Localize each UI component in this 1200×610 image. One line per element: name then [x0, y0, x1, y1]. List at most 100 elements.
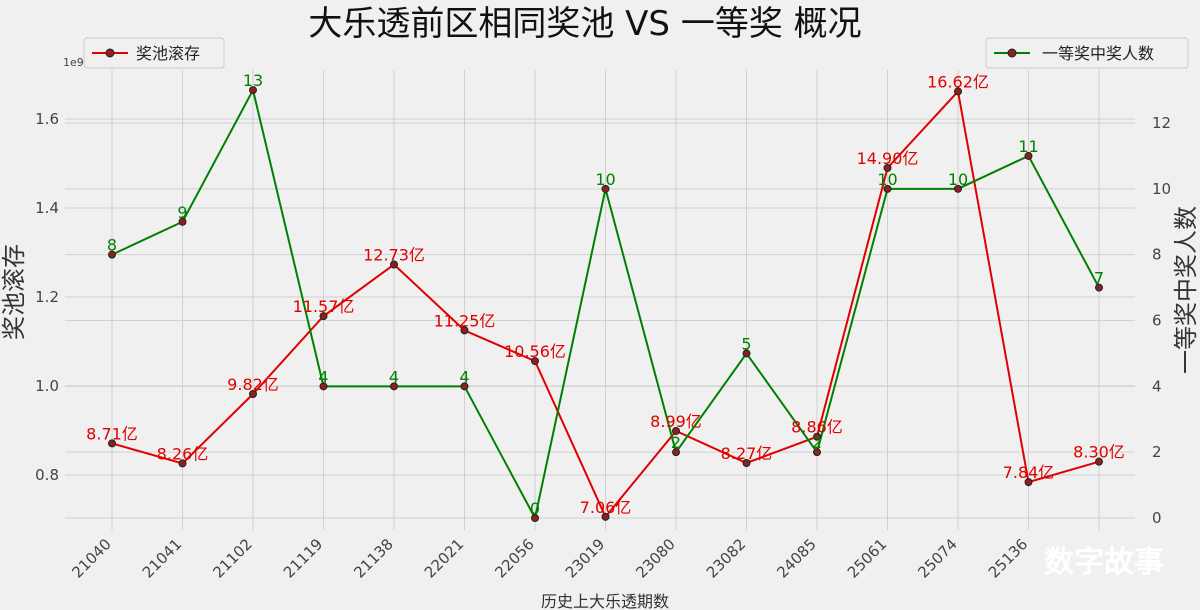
winners-data-label: 2 — [812, 433, 822, 452]
pool-data-label: 8.26亿 — [157, 444, 209, 463]
y-tick-label-right: 8 — [1152, 246, 1162, 264]
winners-point — [1024, 151, 1033, 160]
winners-point — [954, 184, 962, 193]
x-tick-label: 21041 — [139, 535, 185, 581]
pool-point — [249, 390, 257, 399]
pool-data-label: 8.71亿 — [86, 424, 138, 443]
winners-data-label: 10 — [877, 170, 897, 189]
winners-data-label: 0 — [530, 499, 540, 518]
pool-point — [1095, 457, 1103, 466]
pool-point — [319, 312, 328, 321]
pool-data-label: 12.73亿 — [363, 246, 425, 265]
y-tick-label-right: 4 — [1152, 377, 1162, 395]
x-tick-label: 23080 — [632, 535, 678, 581]
x-tick-label: 22021 — [421, 535, 467, 581]
legend-right-box — [985, 37, 1189, 69]
pool-point — [954, 87, 962, 96]
winners-data-label: 4 — [459, 367, 469, 386]
pool-point — [672, 426, 680, 435]
x-tick-label: 24085 — [773, 535, 819, 581]
pool-data-label: 14.90亿 — [857, 149, 919, 168]
pool-data-label: 11.25亿 — [434, 311, 496, 330]
chart-title: 大乐透前区相同奖池 VS 一等奖 概况 — [308, 4, 861, 44]
y-tick-label-left: 0.8 — [35, 466, 59, 484]
pool-point — [178, 459, 187, 468]
y-tick-label-left: 1.2 — [35, 288, 59, 306]
pool-point — [1024, 478, 1033, 487]
winners-point — [883, 184, 892, 193]
winners-data-label: 10 — [948, 170, 968, 189]
legend-left-box — [83, 37, 225, 69]
legend-right: 一等奖中奖人数 — [985, 37, 1189, 69]
winners-point — [249, 86, 257, 95]
winners-point — [1095, 283, 1103, 292]
x-axis-title: 历史上大乐透期数 — [541, 592, 669, 610]
pool-data-label: 10.56亿 — [504, 342, 566, 361]
pool-data-label: 11.57亿 — [293, 297, 355, 316]
y-tick-label-right: 10 — [1152, 180, 1171, 198]
legend-right-label: 一等奖中奖人数 — [1042, 44, 1154, 63]
pool-point — [742, 458, 751, 467]
x-tick-label: 21040 — [68, 535, 114, 581]
pool-data-label: 8.27亿 — [721, 444, 773, 463]
winners-data-label: 11 — [1018, 137, 1038, 156]
winners-data-label: 4 — [318, 367, 328, 386]
winners-point — [178, 217, 187, 226]
winners-point — [460, 382, 469, 391]
pool-point — [883, 163, 892, 172]
x-tick-label: 21119 — [280, 535, 326, 581]
winners-data-label: 7 — [1094, 269, 1104, 288]
y-tick-label-right: 6 — [1152, 312, 1162, 330]
pool-point — [108, 439, 116, 448]
grid — [65, 70, 1135, 530]
pool-point — [390, 260, 398, 269]
x-tick-label: 21138 — [350, 535, 396, 581]
pool-data-label: 8.99亿 — [650, 412, 702, 431]
pool-point — [813, 432, 821, 441]
pool-point — [531, 357, 539, 366]
y-tick-label-left: 1.4 — [35, 199, 59, 217]
x-tick-label: 23019 — [562, 535, 608, 581]
winners-data-label: 2 — [671, 433, 681, 452]
y-tick-label-right: 0 — [1152, 509, 1162, 527]
x-tick-label: 23082 — [703, 535, 749, 581]
legend-left-label: 奖池滚存 — [136, 44, 200, 63]
pool-data-label: 16.62亿 — [927, 72, 989, 91]
winners-point — [390, 382, 398, 391]
winners-point — [108, 250, 116, 259]
legend-right-marker — [1007, 48, 1017, 58]
y-tick-label-right: 12 — [1152, 114, 1171, 132]
winners-point — [531, 514, 539, 522]
pool-data-label: 9.82亿 — [227, 375, 279, 394]
pool-data-label: 7.06亿 — [580, 498, 632, 517]
winners-data-label: 5 — [741, 334, 751, 353]
x-tick-label: 25061 — [844, 535, 890, 581]
y-tick-label-left: 1.6 — [35, 110, 59, 128]
pool-point — [601, 512, 610, 521]
pool-data-label: 7.84亿 — [1003, 463, 1055, 482]
y-tick-label-right: 2 — [1152, 443, 1162, 461]
winners-data-label: 10 — [595, 170, 615, 189]
x-tick-label: 22056 — [491, 535, 537, 581]
x-tick-label: 25074 — [914, 535, 960, 581]
pool-data-label: 8.86亿 — [791, 418, 843, 437]
legend-left: 奖池滚存 — [83, 37, 225, 69]
winners-point — [319, 382, 328, 391]
x-tick-label: 25136 — [985, 535, 1031, 581]
winners-data-label: 9 — [177, 203, 187, 222]
y-axis-right-title: 一等奖中奖人数 — [1172, 206, 1200, 374]
watermark: 数字故事 — [1044, 545, 1164, 580]
winners-point — [813, 448, 821, 457]
winners-point — [672, 448, 680, 457]
y-axis-left-title: 奖池滚存 — [0, 244, 28, 340]
pool-data-label: 8.30亿 — [1073, 443, 1125, 462]
scale-note: 1e9 — [63, 56, 84, 69]
winners-data-label: 8 — [107, 236, 117, 255]
series — [108, 86, 1103, 522]
pool-point — [460, 326, 469, 335]
winners-data-label: 13 — [243, 71, 263, 90]
winners-data-label: 4 — [389, 367, 399, 386]
winners-point — [742, 349, 751, 358]
